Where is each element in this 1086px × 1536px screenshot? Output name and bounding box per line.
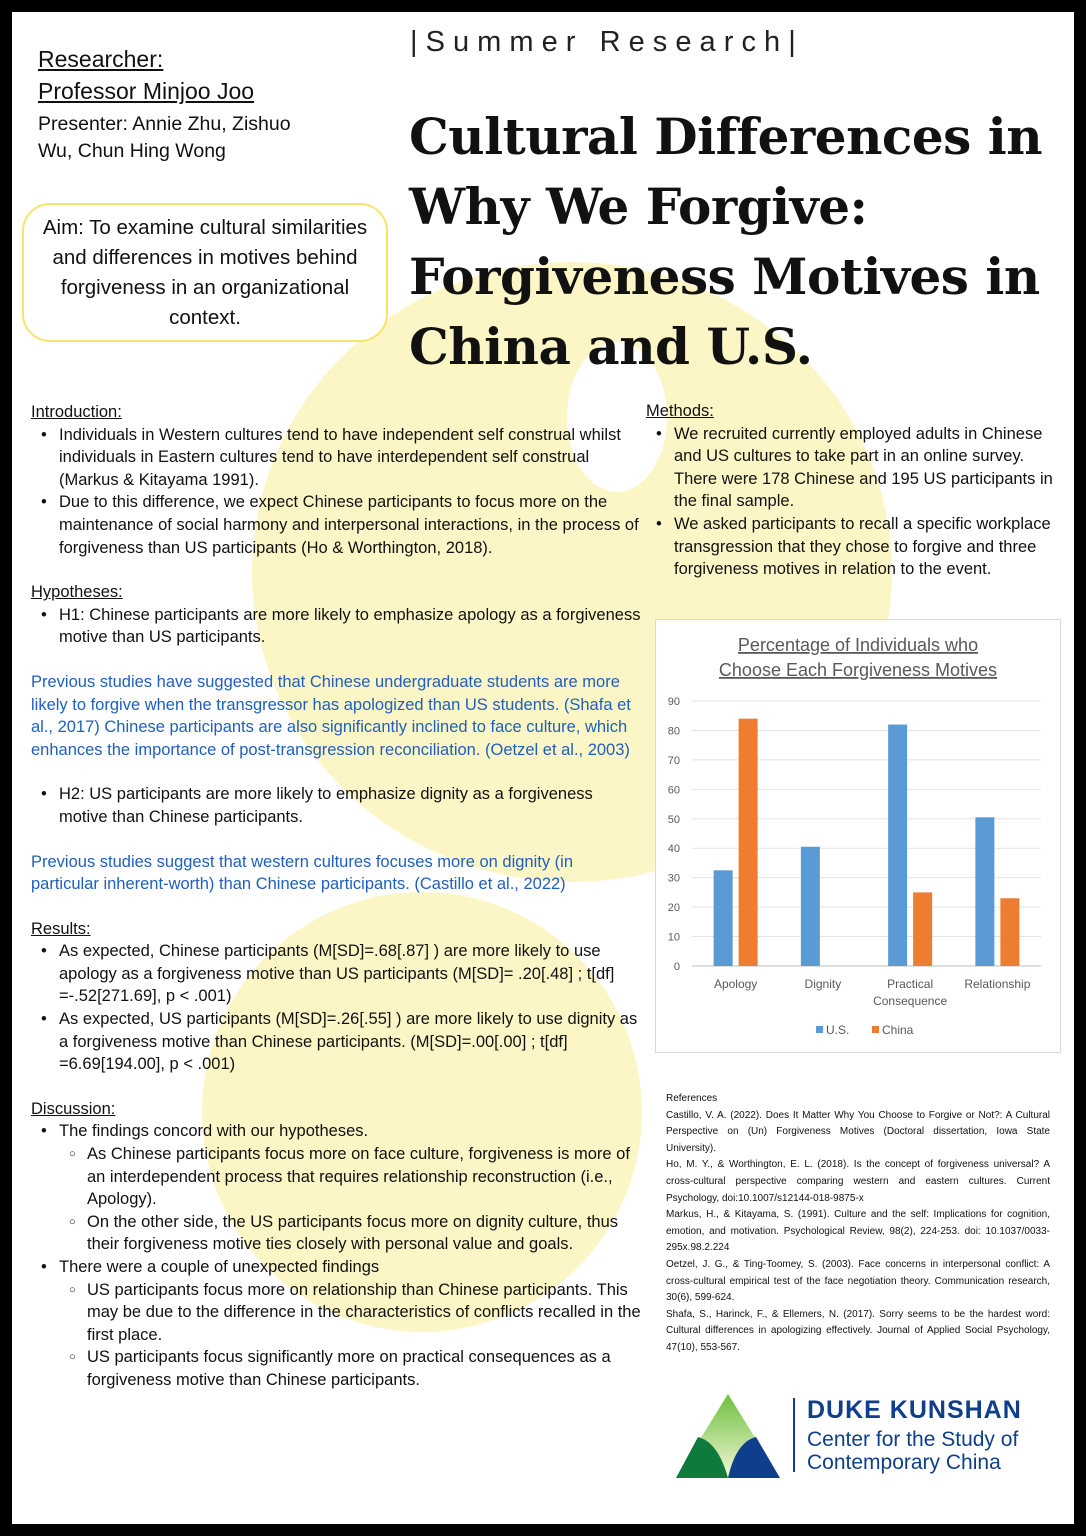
presenters: Presenter: Annie Zhu, Zishuo Wu, Chun Hi… <box>38 113 291 162</box>
y-tick-label: 60 <box>668 784 680 796</box>
methods-heading: Methods: <box>646 402 714 420</box>
y-tick-label: 40 <box>668 843 680 855</box>
bar-china <box>1000 898 1020 966</box>
intro-bullet: Individuals in Western cultures tend to … <box>31 424 643 492</box>
discussion-sub-bullet: US participants focus significantly more… <box>31 1346 643 1391</box>
legend-swatch <box>816 1026 823 1033</box>
reference-item: Castillo, V. A. (2022). Does It Matter W… <box>666 1109 1050 1154</box>
poster-title: Cultural Differences in Why We Forgive: … <box>409 107 1043 376</box>
discussion-sub-bullet: On the other side, the US participants f… <box>31 1211 643 1256</box>
reference-item: Ho, M. Y., & Worthington, E. L. (2018). … <box>666 1159 1050 1204</box>
result-bullet: As expected, Chinese participants (M[SD]… <box>31 940 643 1008</box>
bar-china <box>913 892 933 966</box>
logo-line2: Center for the Study of <box>807 1428 1019 1451</box>
y-tick-label: 20 <box>668 902 680 914</box>
references-section: References Castillo, V. A. (2022). Does … <box>666 1091 1050 1357</box>
legend-label: China <box>882 1023 914 1037</box>
references-heading: References <box>666 1093 718 1104</box>
hypotheses-heading: Hypotheses: <box>31 583 123 602</box>
left-column: Introduction: Individuals in Western cul… <box>31 401 643 1392</box>
bar-us <box>800 846 820 966</box>
discussion-heading: Discussion: <box>31 1099 116 1118</box>
logo-line3: Contemporary China <box>807 1451 1001 1474</box>
bar-us <box>975 817 995 966</box>
y-tick-label: 70 <box>668 755 680 767</box>
logo-divider <box>793 1398 795 1472</box>
intro-bullet: Due to this difference, we expect Chines… <box>31 491 643 559</box>
reference-item: Markus, H., & Kitayama, S. (1991). Cultu… <box>666 1209 1050 1254</box>
discussion-bullet: The findings concord with our hypotheses… <box>31 1120 643 1143</box>
x-tick-label: Practical <box>887 977 933 991</box>
methods-bullet: We recruited currently employed adults i… <box>646 423 1068 513</box>
researcher-name: Professor Minjoo Joo <box>38 78 255 104</box>
aim-text: Aim: To examine cultural similarities an… <box>42 215 368 329</box>
bar-us <box>888 724 908 966</box>
bar-china <box>738 718 758 966</box>
methods-bullet: We asked participants to recall a specif… <box>646 513 1068 581</box>
chart-title-line2: Choose Each Forgiveness Motives <box>719 660 997 680</box>
y-tick-label: 30 <box>668 873 680 885</box>
methods-section: Methods: We recruited currently employed… <box>646 400 1068 581</box>
introduction-heading: Introduction: <box>31 403 122 421</box>
hypothesis-1: H1: Chinese participants are more likely… <box>31 604 643 649</box>
results-heading: Results: <box>31 919 91 938</box>
aim-box: Aim: To examine cultural similarities an… <box>22 203 388 342</box>
result-bullet: As expected, US participants (M[SD]=.26[… <box>31 1008 643 1076</box>
y-tick-label: 0 <box>674 961 680 973</box>
chart-panel: Percentage of Individuals who Choose Eac… <box>655 619 1061 1053</box>
poster: | S u m m e r R e s e a r c h | Research… <box>12 12 1074 1524</box>
researcher-label: Researcher: <box>38 46 164 72</box>
reference-item: Shafa, S., Harinck, F., & Ellemers, N. (… <box>666 1308 1050 1353</box>
legend-label: U.S. <box>826 1023 849 1037</box>
hypothesis-2: H2: US participants are more likely to e… <box>31 783 643 828</box>
x-tick-label: Relationship <box>964 977 1030 991</box>
discussion-sub-bullet: US participants focus more on relationsh… <box>31 1279 643 1347</box>
chart-title-line1: Percentage of Individuals who <box>738 635 978 655</box>
x-tick-label: Consequence <box>873 994 947 1008</box>
h2-note: Previous studies suggest that western cu… <box>31 852 574 894</box>
discussion-sub-bullet: As Chinese participants focus more on fa… <box>31 1143 643 1211</box>
h1-note: Previous studies have suggested that Chi… <box>31 672 631 759</box>
banner: | S u m m e r R e s e a r c h | <box>410 26 796 58</box>
x-tick-label: Apology <box>714 977 757 991</box>
y-tick-label: 80 <box>668 725 680 737</box>
y-tick-label: 50 <box>668 814 680 826</box>
y-tick-label: 10 <box>668 932 680 944</box>
mountain-logo-icon <box>676 1394 780 1478</box>
bar-chart: Percentage of Individuals who Choose Eac… <box>668 635 1041 1037</box>
x-tick-label: Dignity <box>805 977 842 991</box>
logo-line1: DUKE KUNSHAN <box>807 1396 1022 1424</box>
legend-swatch <box>872 1026 879 1033</box>
y-tick-label: 90 <box>668 696 680 708</box>
discussion-bullet: There were a couple of unexpected findin… <box>31 1256 643 1279</box>
logo: DUKE KUNSHAN Center for the Study of Con… <box>676 1392 1066 1482</box>
bar-us <box>713 870 733 966</box>
reference-item: Oetzel, J. G., & Ting-Toomey, S. (2003).… <box>666 1258 1050 1304</box>
